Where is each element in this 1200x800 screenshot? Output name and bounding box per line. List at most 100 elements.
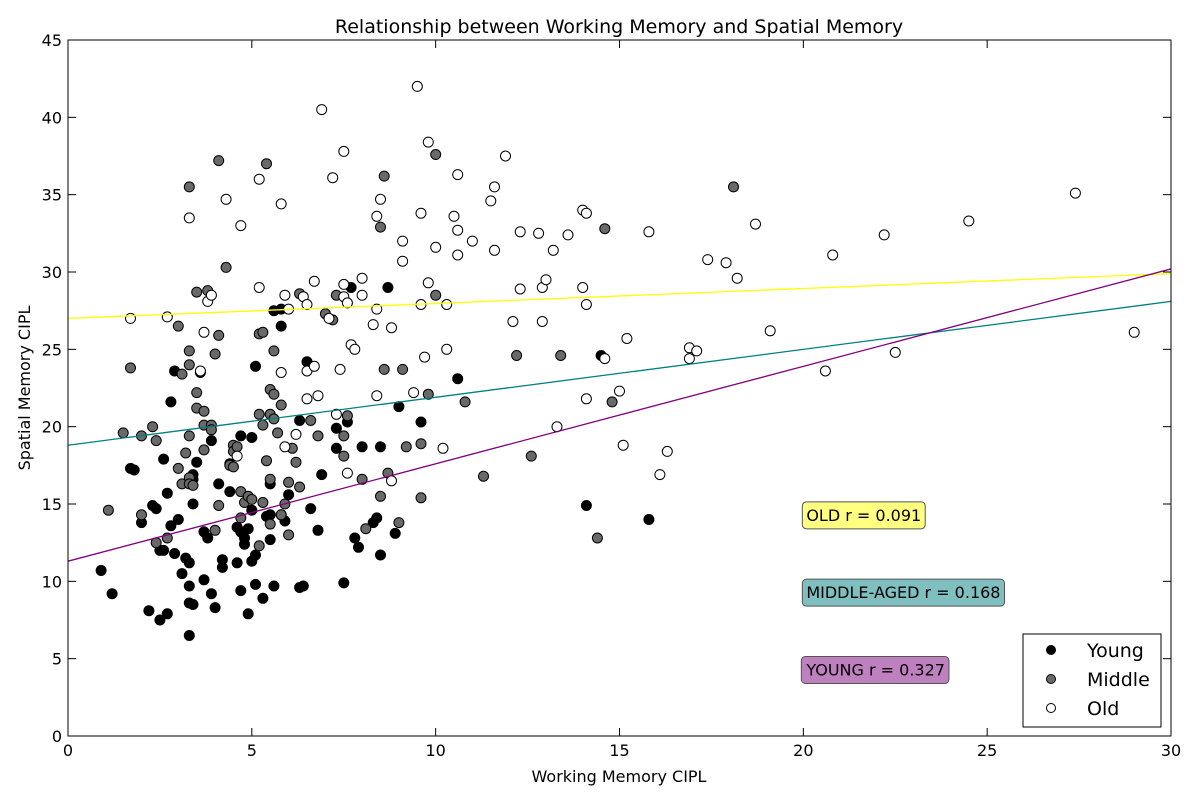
- point-young-81: [349, 532, 361, 544]
- point-middle-63: [275, 509, 287, 521]
- point-middle-54: [264, 473, 276, 485]
- point-young-43: [231, 557, 243, 569]
- point-old-39: [367, 319, 379, 331]
- point-middle-61: [272, 427, 284, 439]
- x-tick-label: 10: [425, 741, 445, 760]
- point-young-19: [176, 568, 188, 580]
- point-old-33: [341, 467, 353, 479]
- point-middle-86: [393, 517, 405, 529]
- point-old-79: [577, 282, 589, 293]
- series-young: [95, 282, 655, 641]
- point-young-13: [161, 487, 173, 499]
- point-old-95: [731, 272, 743, 284]
- point-old-36: [349, 343, 361, 355]
- y-tick-label: 25: [42, 340, 62, 359]
- point-young-59: [264, 509, 276, 521]
- annotation-text: YOUNG r = 0.327: [805, 660, 945, 679]
- point-old-104: [1128, 326, 1140, 338]
- point-young-92: [452, 373, 464, 385]
- point-old-42: [371, 210, 383, 222]
- point-old-1: [161, 311, 173, 323]
- point-young-77: [330, 422, 342, 434]
- legend-box: [1022, 633, 1162, 728]
- point-young-3: [128, 464, 140, 476]
- point-middle-94: [459, 396, 471, 408]
- point-young-44: [235, 430, 247, 442]
- point-old-102: [963, 215, 975, 227]
- point-old-65: [489, 181, 500, 193]
- point-middle-102: [728, 181, 739, 193]
- point-middle-84: [378, 170, 390, 182]
- point-old-64: [485, 195, 497, 207]
- point-middle-13: [180, 447, 192, 459]
- point-middle-16: [183, 430, 195, 442]
- point-young-63: [268, 580, 280, 592]
- point-middle-20: [187, 479, 199, 491]
- point-old-69: [514, 283, 526, 295]
- fit-line-young: [68, 268, 1171, 562]
- x-axis-label: Working Memory CIPL: [532, 767, 707, 786]
- point-young-73: [305, 503, 317, 515]
- annotation-box: [801, 501, 926, 530]
- point-middle-2: [125, 362, 136, 374]
- point-old-87: [643, 226, 655, 238]
- point-middle-68: [290, 456, 302, 468]
- point-middle-51: [257, 419, 269, 431]
- point-middle-60: [268, 345, 280, 357]
- point-old-66: [489, 244, 500, 256]
- point-middle-90: [415, 492, 427, 504]
- point-young-9: [154, 614, 166, 626]
- point-young-68: [283, 489, 295, 501]
- annotation-box: [801, 578, 1005, 607]
- point-middle-93: [430, 289, 442, 301]
- point-old-54: [422, 277, 434, 289]
- annotation-2: YOUNG r = 0.327: [800, 655, 950, 684]
- point-old-70: [514, 226, 526, 238]
- point-middle-89: [415, 438, 427, 450]
- point-young-75: [316, 469, 328, 481]
- point-old-31: [334, 363, 346, 375]
- point-old-89: [661, 445, 673, 457]
- point-middle-66: [283, 529, 295, 541]
- point-old-49: [411, 80, 423, 92]
- point-middle-1: [117, 427, 129, 439]
- point-young-17: [169, 548, 181, 559]
- point-old-38: [356, 272, 368, 284]
- point-old-86: [621, 333, 633, 344]
- point-young-50: [242, 608, 254, 620]
- point-middle-5: [147, 421, 159, 433]
- y-tick-label: 35: [42, 186, 62, 205]
- point-old-74: [540, 274, 552, 286]
- point-old-3: [194, 365, 206, 377]
- point-old-75: [547, 244, 559, 256]
- y-tick-label: 45: [42, 31, 62, 50]
- point-old-11: [253, 282, 265, 293]
- point-old-51: [415, 207, 427, 219]
- point-young-86: [375, 441, 386, 453]
- point-old-58: [441, 299, 453, 310]
- point-middle-99: [591, 532, 603, 544]
- point-middle-0: [102, 504, 114, 516]
- point-young-85: [371, 512, 383, 524]
- annotation-0: OLD r = 0.091: [801, 501, 926, 530]
- point-old-67: [500, 150, 511, 162]
- point-middle-80: [360, 523, 372, 535]
- point-old-97: [764, 325, 776, 337]
- point-old-0: [125, 312, 136, 324]
- point-young-74: [312, 524, 324, 536]
- point-young-83: [356, 441, 368, 453]
- point-old-88: [654, 469, 666, 481]
- point-middle-9: [172, 462, 184, 474]
- legend-label-young: Young: [1086, 640, 1144, 662]
- annotation-box: [800, 655, 950, 684]
- point-middle-76: [338, 430, 350, 442]
- point-middle-77: [338, 450, 350, 462]
- point-young-28: [191, 456, 203, 468]
- point-old-68: [507, 316, 519, 327]
- point-young-55: [250, 578, 261, 590]
- point-middle-45: [246, 493, 258, 505]
- point-young-22: [183, 580, 195, 592]
- point-old-41: [371, 303, 383, 315]
- point-old-20: [301, 393, 313, 405]
